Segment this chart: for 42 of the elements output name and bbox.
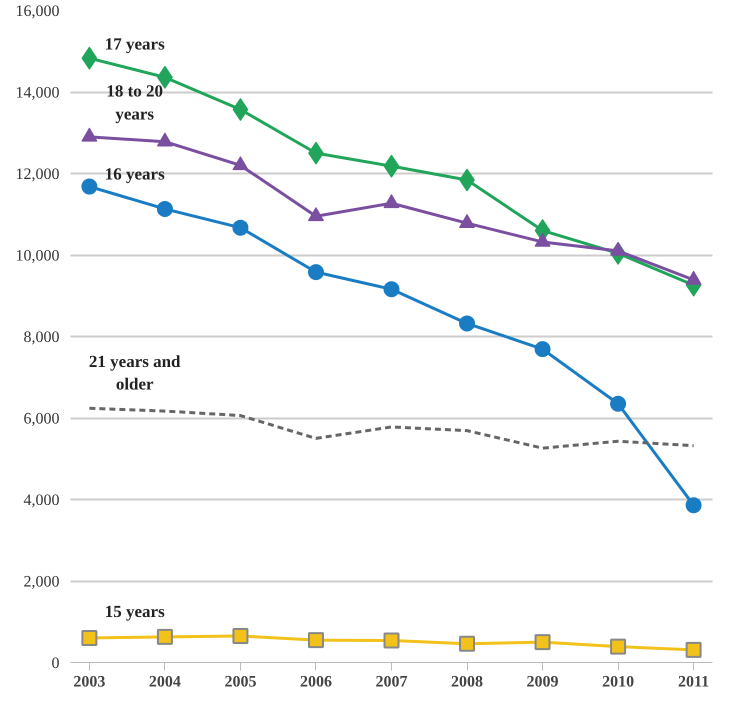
point [534,634,551,650]
point [81,630,98,646]
series-label: 21 years and older [88,352,182,394]
point [686,642,702,658]
x-tick-label: 2009 [526,674,559,690]
point [459,636,476,652]
point [686,497,702,514]
point [232,220,248,236]
x-tick-label: 2011 [678,674,710,690]
point [232,628,248,644]
point [384,632,400,648]
y-tick-label: 12,000 [16,166,60,183]
y-tick-label: 0 [52,655,60,672]
y-tick-label: 10,000 [16,248,60,264]
x-tick-label: 2004 [148,674,181,690]
x-tick-label: 2006 [300,674,332,690]
point [308,264,324,280]
y-tick-label: 8,000 [24,329,60,346]
x-tick-label: 2010 [602,674,634,690]
y-tick-label: 2,000 [24,574,60,590]
y-tick-label: 16,000 [16,3,60,20]
y-tick-label: 4,000 [24,492,60,509]
point [384,281,400,298]
series-label: 16 years [104,164,166,184]
series-label: 17 years [104,34,166,54]
point [81,178,98,195]
series-label: 18 to 20 years [106,82,164,124]
y-tick-label: 14,000 [16,84,60,102]
line-series [88,406,696,450]
series-label: 15 years [104,602,166,622]
x-tick-label: 2008 [451,674,484,690]
x-tick-label: 2007 [376,674,408,690]
x-tick-label: 2005 [224,674,256,690]
x-tick-label: 2003 [73,674,106,690]
point [610,638,626,655]
point [156,200,173,217]
point [610,396,626,412]
point [156,628,173,645]
point [534,341,551,358]
point [308,632,324,648]
y-tick-label: 6,000 [24,410,60,428]
point [459,315,476,332]
